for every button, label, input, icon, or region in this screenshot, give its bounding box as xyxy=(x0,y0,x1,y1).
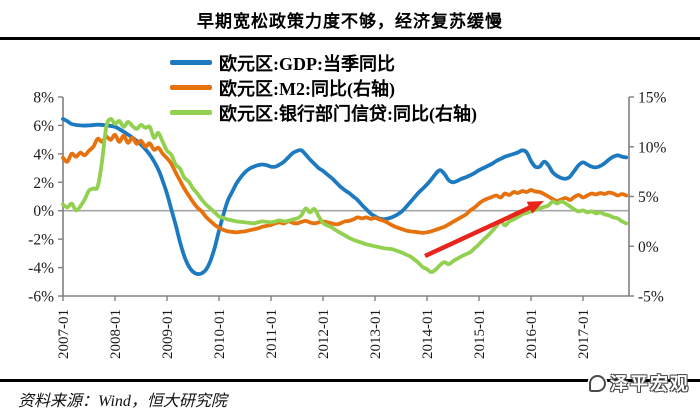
svg-text:2017-01: 2017-01 xyxy=(576,309,592,359)
watermark-text: 泽平宏观 xyxy=(610,374,690,394)
svg-text:4%: 4% xyxy=(33,146,54,163)
legend-label: 欧元区:M2:同比(右轴) xyxy=(219,78,395,99)
trend-arrow xyxy=(424,203,536,259)
svg-text:2009-01: 2009-01 xyxy=(160,309,176,359)
legend-item-gdp: 欧元区:GDP:当季同比 xyxy=(170,50,477,75)
svg-text:15%: 15% xyxy=(638,90,667,107)
m2-line-swatch-icon xyxy=(170,85,212,90)
svg-text:6%: 6% xyxy=(33,118,54,135)
credit-line-swatch-icon xyxy=(170,110,212,115)
svg-text:-4%: -4% xyxy=(28,260,54,277)
right-axis: 15% 10% 5% 0% -5% xyxy=(629,90,667,306)
svg-text:-5%: -5% xyxy=(638,289,664,306)
svg-text:2011-01: 2011-01 xyxy=(264,309,280,358)
footer-divider xyxy=(0,379,700,382)
series-line-2 xyxy=(61,117,629,274)
legend-label: 欧元区:GDP:当季同比 xyxy=(219,53,395,74)
svg-text:2012-01: 2012-01 xyxy=(316,309,332,359)
series-line-1 xyxy=(61,132,629,235)
gdp-line-swatch-icon xyxy=(170,60,212,65)
data-source-note: 资料来源：Wind，恒大研究院 xyxy=(18,393,227,410)
chart-title: 早期宽松政策力度不够，经济复苏缓慢 xyxy=(197,12,503,31)
watermark-logo-icon xyxy=(589,374,606,392)
svg-text:2%: 2% xyxy=(33,175,54,192)
svg-text:-6%: -6% xyxy=(28,289,54,306)
svg-text:2015-01: 2015-01 xyxy=(472,309,488,359)
svg-text:0%: 0% xyxy=(638,239,659,256)
trend-arrow-head xyxy=(526,201,544,214)
title-divider xyxy=(0,37,700,40)
x-axis: 2007-01 2008-01 2009-01 2010-01 2011-01 2012-… xyxy=(56,296,592,359)
chart-legend: 欧元区:GDP:当季同比 欧元区:M2:同比(右轴) 欧元区:银行部门信贷:同比… xyxy=(170,50,477,125)
svg-text:2010-01: 2010-01 xyxy=(212,309,228,359)
svg-text:2008-01: 2008-01 xyxy=(108,309,124,359)
legend-item-m2: 欧元区:M2:同比(右轴) xyxy=(170,75,477,100)
svg-text:2007-01: 2007-01 xyxy=(56,309,72,359)
svg-text:2013-01: 2013-01 xyxy=(368,309,384,359)
legend-label: 欧元区:银行部门信贷:同比(右轴) xyxy=(219,103,477,124)
svg-text:-2%: -2% xyxy=(28,232,54,249)
svg-text:2016-01: 2016-01 xyxy=(524,309,540,359)
watermark: 泽平宏观 xyxy=(589,370,690,396)
svg-text:2014-01: 2014-01 xyxy=(420,309,436,359)
series-line-0 xyxy=(61,117,629,276)
svg-text:0%: 0% xyxy=(33,203,54,220)
left-axis: 8% 6% 4% 2% 0% -2% -4% -6% xyxy=(28,90,63,306)
svg-text:5%: 5% xyxy=(638,189,659,206)
legend-item-credit: 欧元区:银行部门信贷:同比(右轴) xyxy=(170,100,477,125)
svg-text:10%: 10% xyxy=(638,139,667,156)
svg-text:8%: 8% xyxy=(33,90,54,107)
